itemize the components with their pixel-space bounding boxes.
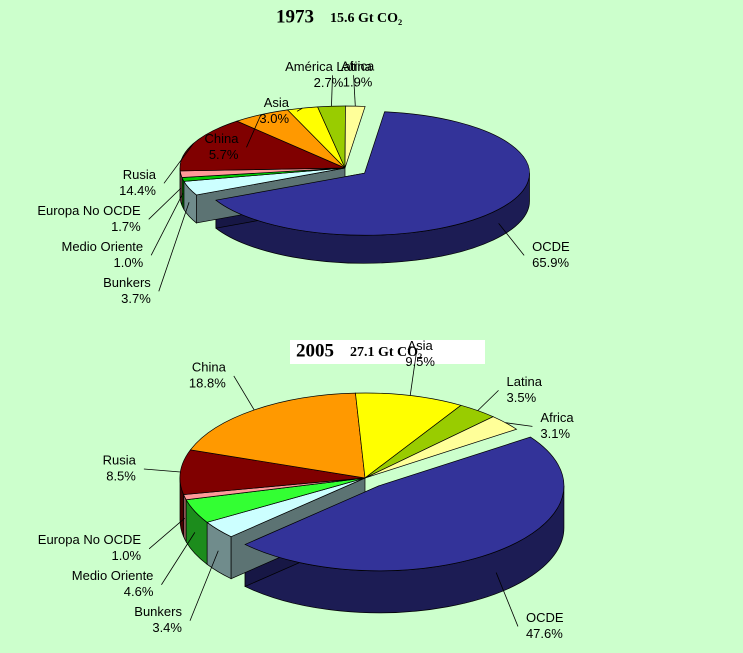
leader-line [143, 468, 181, 473]
leader-line [409, 354, 417, 396]
chart-title: 2005 [296, 340, 334, 361]
category-label: OCDE [532, 239, 570, 254]
category-label: Europa No OCDE [38, 532, 142, 547]
value-label: 14.4% [119, 183, 156, 198]
leader-line [495, 572, 519, 627]
title-box [290, 340, 485, 364]
leader-line [331, 75, 333, 107]
value-label: 3.5% [507, 390, 537, 405]
value-label: 65.9% [532, 255, 569, 270]
category-label: Medio Oriente [72, 568, 154, 583]
leader-line [163, 143, 194, 184]
chart-title: 1973 [276, 6, 314, 27]
value-label: 5.7% [209, 147, 239, 162]
leader-line [505, 422, 533, 427]
value-label: 1.0% [111, 548, 141, 563]
slice [244, 436, 565, 572]
category-label: Europa No OCDE [37, 203, 141, 218]
slice-side [183, 494, 187, 544]
category-label: OCDE [526, 610, 564, 625]
category-label: Bunkers [134, 604, 182, 619]
category-label: Africa [540, 410, 574, 425]
value-label: 3.1% [540, 426, 570, 441]
value-label: 1.7% [111, 219, 141, 234]
leader-line [148, 517, 186, 550]
leader-line [189, 550, 219, 621]
category-label: Asia [264, 95, 290, 110]
category-label: Bunkers [103, 275, 151, 290]
chart-subtitle: 15.6 Gt CO₂ [330, 11, 402, 26]
value-label: 18.8% [189, 375, 226, 390]
value-label: 1.0% [114, 255, 144, 270]
category-label: América Latina [285, 59, 372, 74]
value-label: 8.5% [106, 468, 136, 483]
value-label: 3.0% [259, 111, 289, 126]
category-label: China [205, 131, 240, 146]
leader-line [150, 193, 184, 256]
value-label: 4.6% [124, 584, 154, 599]
leader-line [246, 114, 262, 148]
category-label: Africa [341, 59, 375, 74]
value-label: 2.7% [314, 75, 344, 90]
leader-line [477, 390, 499, 411]
leader-line [233, 375, 255, 411]
slice [215, 111, 530, 236]
leader-line [148, 187, 182, 220]
value-label: 47.6% [526, 626, 563, 641]
leader-line [161, 532, 196, 585]
category-label: China [192, 359, 227, 374]
chart-subtitle: 27.1 Gt CO₂ [350, 345, 422, 360]
value-label: 3.4% [152, 620, 182, 635]
value-label: 3.7% [121, 291, 151, 306]
category-label: Latina [507, 374, 543, 389]
slice [179, 449, 366, 495]
leader-line [498, 223, 525, 256]
category-label: Rusia [123, 167, 157, 182]
category-label: Rusia [103, 452, 137, 467]
slice [344, 105, 366, 169]
category-label: Asia [407, 338, 433, 353]
leader-line [296, 107, 303, 112]
leader-line [158, 202, 190, 292]
value-label: 1.9% [343, 75, 373, 90]
value-label: 9.5% [405, 354, 435, 369]
slice [179, 120, 346, 172]
category-label: Medio Oriente [62, 239, 144, 254]
leader-line [353, 75, 356, 107]
